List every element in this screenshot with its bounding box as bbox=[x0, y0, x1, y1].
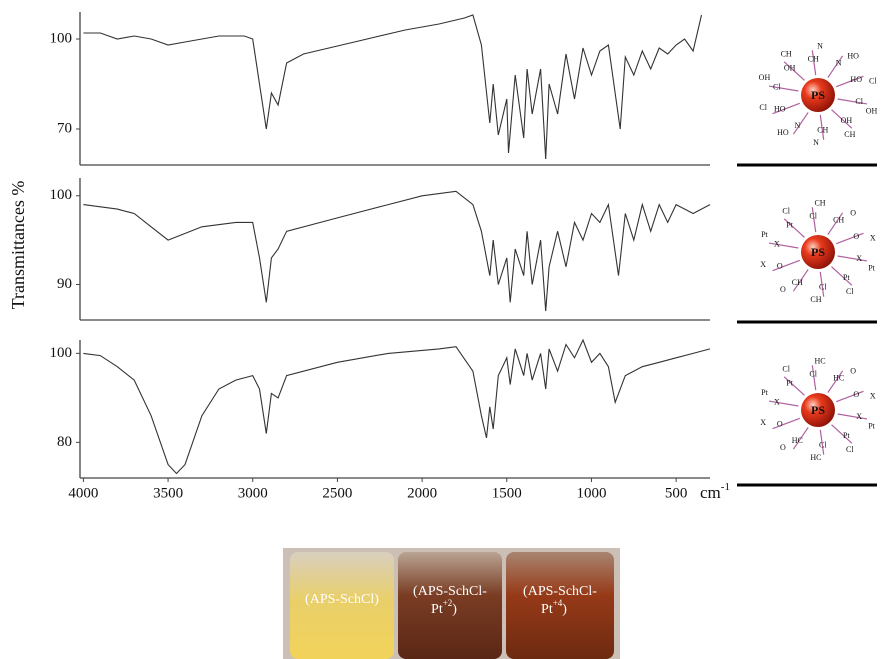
y-tick-label: 100 bbox=[50, 187, 73, 203]
atom-label: Cl bbox=[809, 211, 817, 220]
atom-label: Pt bbox=[868, 421, 875, 430]
atom-label: Cl bbox=[819, 282, 827, 291]
y-axis-label: Transmittances % bbox=[8, 181, 28, 310]
atom-label: O bbox=[853, 390, 859, 399]
atom-label: Pt bbox=[843, 431, 850, 440]
atom-label: CH bbox=[810, 295, 821, 304]
atom-label: HC bbox=[814, 356, 825, 365]
atom-label: Cl bbox=[809, 369, 817, 378]
atom-label: OH bbox=[784, 64, 796, 73]
atom-label: OH bbox=[866, 106, 878, 115]
atom-label: Cl bbox=[819, 440, 827, 449]
atom-label: OH bbox=[841, 116, 853, 125]
atom-label: Cl bbox=[855, 97, 863, 106]
atom-label: Cl bbox=[869, 77, 877, 86]
text-part: Pt bbox=[431, 602, 443, 617]
atom-label: Cl bbox=[846, 287, 854, 296]
spectrum-line bbox=[83, 340, 710, 474]
x-tick-label: 4000 bbox=[68, 485, 98, 501]
atom-label: Cl bbox=[782, 365, 790, 374]
atom-label: X bbox=[774, 398, 780, 407]
atom-label: Pt bbox=[786, 379, 793, 388]
spectrum-line bbox=[83, 191, 710, 311]
atom-label: CH bbox=[817, 125, 828, 134]
atom-label: X bbox=[856, 254, 862, 263]
spectrum-line bbox=[83, 15, 701, 159]
vial-label: (APS-SchCl) bbox=[305, 592, 379, 607]
atom-label: X bbox=[870, 392, 876, 401]
atom-label: O bbox=[780, 443, 786, 452]
atom-label: Cl bbox=[759, 103, 767, 112]
linker bbox=[836, 391, 863, 401]
atom-label: X bbox=[870, 234, 876, 243]
x-tick-label: 3500 bbox=[153, 485, 183, 501]
atom-label: Cl bbox=[773, 83, 781, 92]
figure: 100 70 100 90 100 80 4000 3500 3000 2500 2000 1500 1… bbox=[0, 0, 886, 659]
atom-label: N bbox=[817, 41, 823, 50]
y-tick-label: 90 bbox=[57, 276, 72, 292]
x-tick-label: 500 bbox=[665, 485, 688, 501]
text-part: (APS-SchCl) bbox=[305, 592, 379, 607]
atom-label: HO bbox=[777, 128, 789, 137]
text-part: +4 bbox=[553, 598, 563, 608]
atom-label: HO bbox=[847, 52, 859, 61]
text-part: Pt bbox=[541, 602, 553, 617]
atom-label: HO bbox=[774, 105, 786, 114]
atom-label: CH bbox=[833, 216, 844, 225]
atom-label: CH bbox=[792, 278, 803, 287]
ps-label: PS bbox=[811, 88, 825, 102]
atom-label: N bbox=[836, 59, 842, 68]
atom-label: CH bbox=[781, 50, 792, 59]
atom-label: O bbox=[777, 262, 783, 271]
atom-label: HC bbox=[792, 436, 803, 445]
atom-label: X bbox=[774, 240, 780, 249]
x-axis-label: cm-1 bbox=[700, 481, 730, 502]
x-tick-label: 1500 bbox=[492, 485, 522, 501]
atom-label: N bbox=[813, 138, 819, 147]
atom-label: O bbox=[850, 209, 856, 218]
text-part: (APS-SchCl- bbox=[523, 584, 597, 599]
y-tick-label: 70 bbox=[57, 120, 72, 136]
text-part: ) bbox=[452, 602, 457, 617]
linker bbox=[838, 414, 867, 419]
atom-label: CH bbox=[814, 198, 825, 207]
atom-label: X bbox=[856, 412, 862, 421]
atom-label: Pt bbox=[843, 273, 850, 282]
atom-label: X bbox=[760, 260, 766, 269]
atom-label: CH bbox=[808, 54, 819, 63]
atom-label: HC bbox=[833, 374, 844, 383]
y-tick-label: 100 bbox=[50, 345, 73, 361]
atom-label: O bbox=[853, 232, 859, 241]
y-tick-label: 100 bbox=[50, 30, 73, 46]
text-part: ) bbox=[562, 602, 567, 617]
x-tick-label: 2500 bbox=[322, 485, 352, 501]
atom-label: X bbox=[760, 418, 766, 427]
ps-label: PS bbox=[811, 403, 825, 417]
atom-label: O bbox=[777, 420, 783, 429]
text-part: (APS-SchCl- bbox=[413, 584, 487, 599]
atom-label: Pt bbox=[761, 388, 768, 397]
atom-label: Pt bbox=[761, 230, 768, 239]
atom-label: Cl bbox=[782, 207, 790, 216]
text-part: -1 bbox=[721, 481, 730, 493]
atom-label: O bbox=[780, 285, 786, 294]
text-part: cm bbox=[700, 483, 721, 502]
x-tick-label: 2000 bbox=[407, 485, 437, 501]
atom-label: N bbox=[794, 121, 800, 130]
atom-label: HO bbox=[850, 75, 862, 84]
x-tick-label: 1000 bbox=[576, 485, 606, 501]
y-tick-label: 80 bbox=[57, 434, 72, 450]
atom-label: OH bbox=[759, 73, 771, 82]
atom-label: O bbox=[850, 367, 856, 376]
ps-label: PS bbox=[811, 245, 825, 259]
atom-label: CH bbox=[844, 130, 855, 139]
x-tick-label: 3000 bbox=[238, 485, 268, 501]
atom-label: Pt bbox=[786, 221, 793, 230]
linker bbox=[838, 256, 867, 261]
atom-label: Cl bbox=[846, 445, 854, 454]
text-part: +2 bbox=[443, 598, 453, 608]
atom-label: Pt bbox=[868, 263, 875, 272]
atom-label: HC bbox=[810, 453, 821, 462]
linker bbox=[836, 233, 863, 243]
